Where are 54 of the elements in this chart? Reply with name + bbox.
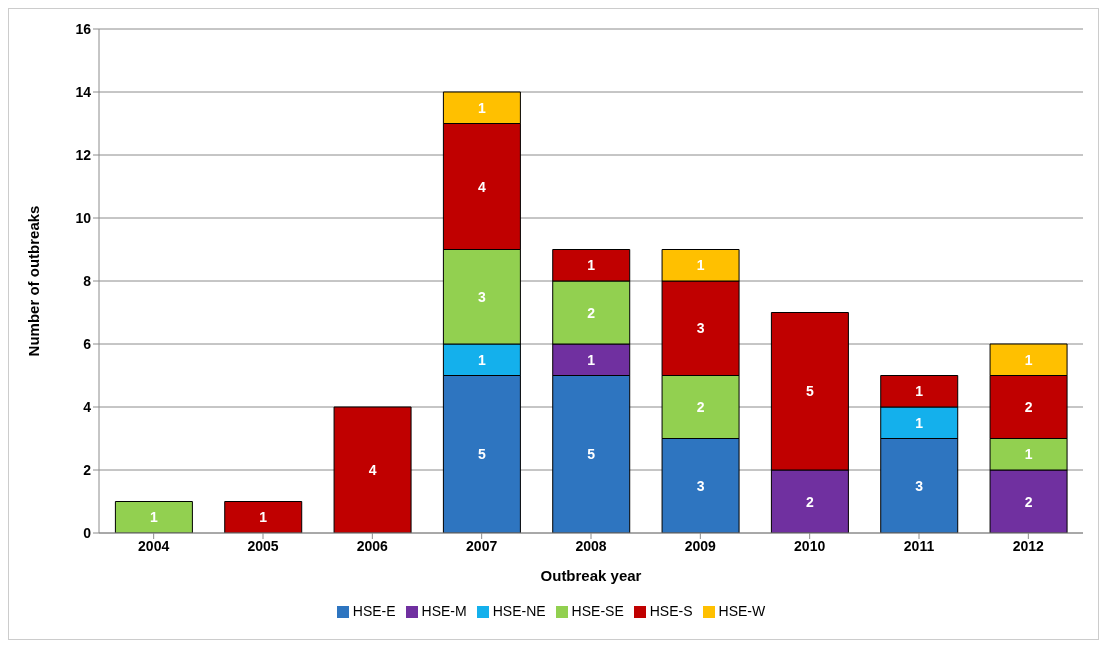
data-label: 5 xyxy=(478,446,486,463)
x-tick-label: 2005 xyxy=(247,537,279,554)
data-label: 1 xyxy=(259,509,268,526)
y-tick-label: 14 xyxy=(75,83,92,100)
legend-label: HSE-E xyxy=(352,603,396,619)
data-label: 1 xyxy=(478,99,486,116)
x-tick-label: 2007 xyxy=(466,537,498,554)
legend-label: HSE-SE xyxy=(571,603,624,619)
data-label: 1 xyxy=(587,257,596,274)
data-label: 2 xyxy=(1024,493,1033,510)
data-label: 4 xyxy=(478,178,486,195)
x-tick-label: 2011 xyxy=(903,537,935,554)
y-tick-label: 10 xyxy=(75,209,92,226)
legend-label: HSE-NE xyxy=(492,603,546,619)
legend-label: HSE-M xyxy=(421,603,467,619)
x-tick-label: 2009 xyxy=(684,537,717,554)
y-axis-title: Number of outbreaks xyxy=(25,205,43,357)
y-tick-label: 6 xyxy=(83,335,92,352)
y-tick-label: 2 xyxy=(83,461,92,478)
y-tick-label: 4 xyxy=(83,398,92,415)
legend-label: HSE-W xyxy=(718,603,766,619)
bar xyxy=(333,406,412,533)
x-tick-label: 2010 xyxy=(794,537,826,554)
bar xyxy=(224,501,303,533)
data-label: 4 xyxy=(368,462,377,478)
data-label: 5 xyxy=(806,383,814,400)
data-label: 1 xyxy=(587,351,596,368)
bar xyxy=(114,501,193,533)
y-tick-label: 0 xyxy=(83,524,92,541)
data-label: 1 xyxy=(696,257,705,274)
x-tick-label: 2008 xyxy=(575,537,607,554)
data-label: 5 xyxy=(587,446,596,463)
x-tick-label: 2006 xyxy=(356,537,389,554)
data-label: 1 xyxy=(150,509,158,526)
data-label: 2 xyxy=(587,304,596,321)
x-axis-title: Outbreak year xyxy=(540,567,642,584)
x-tick-label: 2004 xyxy=(138,537,170,554)
data-label: 1 xyxy=(1024,446,1033,463)
data-label: 1 xyxy=(478,351,486,368)
data-label: 1 xyxy=(915,383,924,400)
data-label: 3 xyxy=(915,477,924,494)
y-tick-label: 16 xyxy=(75,20,92,37)
data-label: 1 xyxy=(915,414,924,431)
data-label: 3 xyxy=(478,288,486,305)
data-label: 1 xyxy=(1024,351,1033,368)
y-tick-label: 12 xyxy=(75,146,92,163)
x-tick-label: 2012 xyxy=(1012,537,1045,554)
data-label: 2 xyxy=(696,399,705,415)
data-label: 2 xyxy=(806,493,814,510)
data-label: 2 xyxy=(1024,399,1033,415)
y-tick-label: 8 xyxy=(83,272,92,289)
data-label: 3 xyxy=(696,320,705,337)
data-label: 3 xyxy=(696,477,705,494)
legend-label: HSE-S xyxy=(649,603,693,619)
